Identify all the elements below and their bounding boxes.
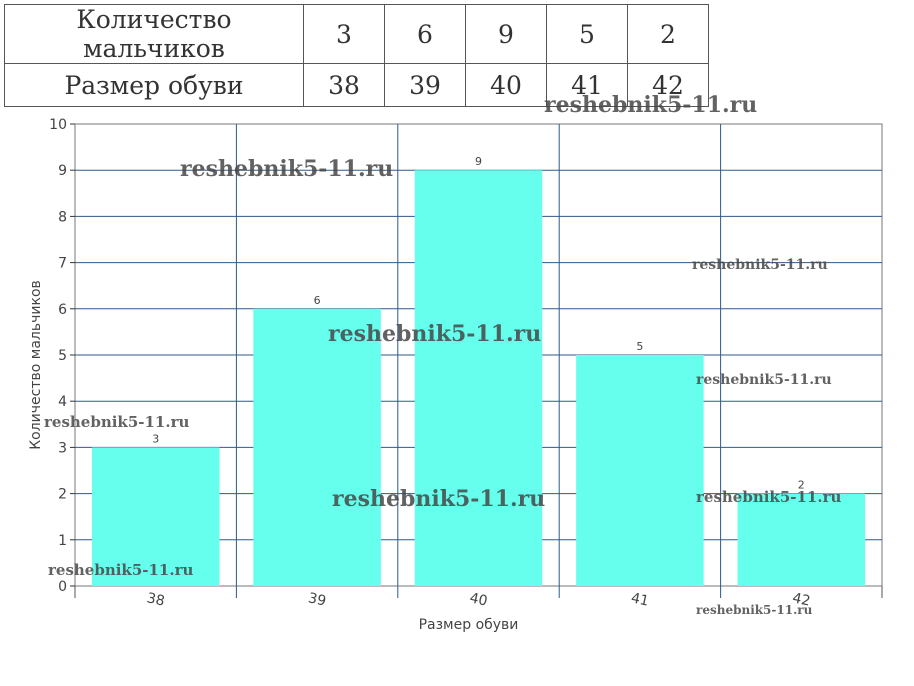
- table-row-boys: Количество мальчиков 3 6 9 5 2: [4, 4, 709, 64]
- x-axis-label: Размер обуви: [419, 617, 519, 633]
- bar: [414, 170, 543, 586]
- watermark: reshebnik5-11.ru: [180, 156, 394, 182]
- y-tick-label: 4: [58, 394, 67, 410]
- data-label: 5: [636, 340, 643, 353]
- watermark: reshebnik5-11.ru: [328, 321, 542, 347]
- y-tick-label: 0: [58, 579, 67, 595]
- y-tick-label: 9: [58, 163, 67, 179]
- watermark: reshebnik5-11.ru: [48, 561, 194, 579]
- table-cell: 5: [546, 4, 628, 64]
- x-tick-label: 41: [630, 590, 651, 609]
- bar: [91, 447, 220, 586]
- watermark: reshebnik5-11.ru: [692, 257, 828, 273]
- watermark: reshebnik5-11.ru: [696, 603, 813, 617]
- table-cell: 38: [303, 63, 385, 107]
- watermark: reshebnik5-11.ru: [332, 486, 546, 512]
- y-tick-label: 8: [58, 209, 67, 225]
- y-tick-label: 10: [49, 117, 67, 133]
- watermark: reshebnik5-11.ru: [696, 372, 832, 388]
- x-tick-label: 42: [791, 590, 812, 609]
- row-label-size: Размер обуви: [4, 63, 304, 107]
- table-cell: 6: [384, 4, 466, 64]
- watermark: reshebnik5-11.ru: [696, 488, 842, 506]
- x-tick-label: 38: [145, 590, 166, 609]
- bar: [253, 308, 381, 586]
- table-cell: 9: [465, 4, 547, 64]
- bar-chart: 0 1 2 3 4 5 6 7 8 9 10 3 38 6 39 9 40 5 41 2 42 Размер обуви К…: [28, 117, 883, 633]
- y-tick-label: 5: [58, 348, 67, 364]
- data-table: Количество мальчиков 3 6 9 5 2 Размер об…: [4, 4, 709, 107]
- y-axis-label: Количество мальчиков: [28, 280, 44, 450]
- table-cell: 39: [384, 63, 466, 107]
- y-tick-label: 2: [58, 487, 67, 503]
- table-cell: 3: [303, 4, 385, 64]
- bar: [576, 355, 704, 586]
- row-label-boys: Количество мальчиков: [4, 4, 304, 64]
- y-tick-label: 6: [58, 302, 67, 318]
- y-tick-label: 1: [58, 533, 67, 549]
- table-cell: 2: [627, 4, 709, 64]
- table-cell: 40: [465, 63, 547, 107]
- data-label: 9: [475, 155, 482, 168]
- y-tick-label: 3: [58, 440, 67, 456]
- x-tick-label: 40: [468, 590, 489, 609]
- data-label: 6: [314, 294, 321, 307]
- table-row-size: Размер обуви 38 39 40 41 42: [4, 63, 709, 107]
- table-cell: 42: [627, 63, 709, 107]
- x-tick-label: 39: [307, 590, 328, 609]
- bar: [737, 493, 866, 586]
- data-label: 3: [152, 432, 159, 445]
- y-tick-label: 7: [58, 256, 67, 272]
- data-label: 2: [798, 479, 805, 492]
- watermark: reshebnik5-11.ru: [544, 92, 758, 118]
- watermark: reshebnik5-11.ru: [44, 413, 190, 431]
